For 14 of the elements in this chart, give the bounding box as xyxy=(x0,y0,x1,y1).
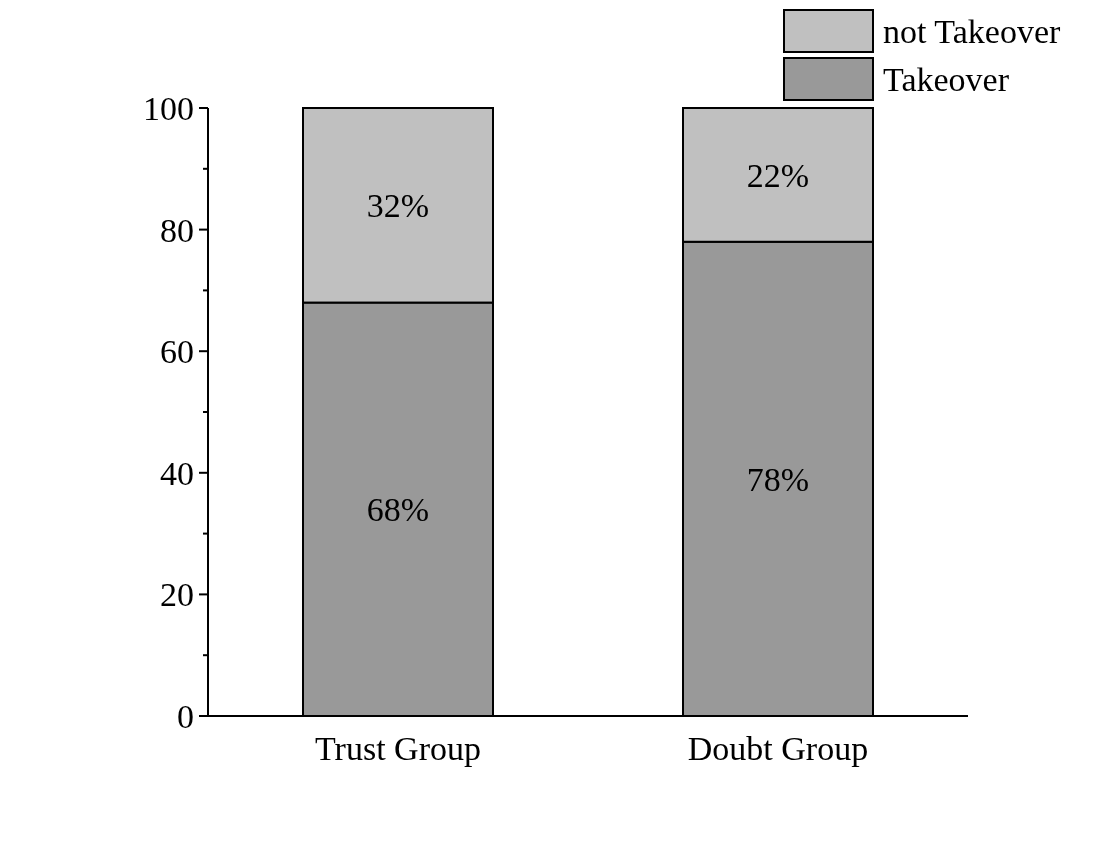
data-label: 78% xyxy=(746,460,810,498)
data-label: 32% xyxy=(366,187,430,225)
x-tick-label: Doubt Group xyxy=(687,730,869,767)
y-tick-label: 80 xyxy=(160,211,194,249)
y-tick-label: 20 xyxy=(160,576,194,614)
x-tick-label: Trust Group xyxy=(315,730,481,767)
data-label: 68% xyxy=(366,491,430,529)
legend-label: Takeover xyxy=(883,61,1010,98)
legend-label: not Takeover xyxy=(883,13,1061,50)
y-tick-label: 0 xyxy=(177,698,194,735)
y-tick-label: 100 xyxy=(143,90,194,127)
y-tick-label: 40 xyxy=(160,454,194,492)
data-label: 22% xyxy=(746,156,810,194)
y-tick-label: 60 xyxy=(160,333,194,371)
